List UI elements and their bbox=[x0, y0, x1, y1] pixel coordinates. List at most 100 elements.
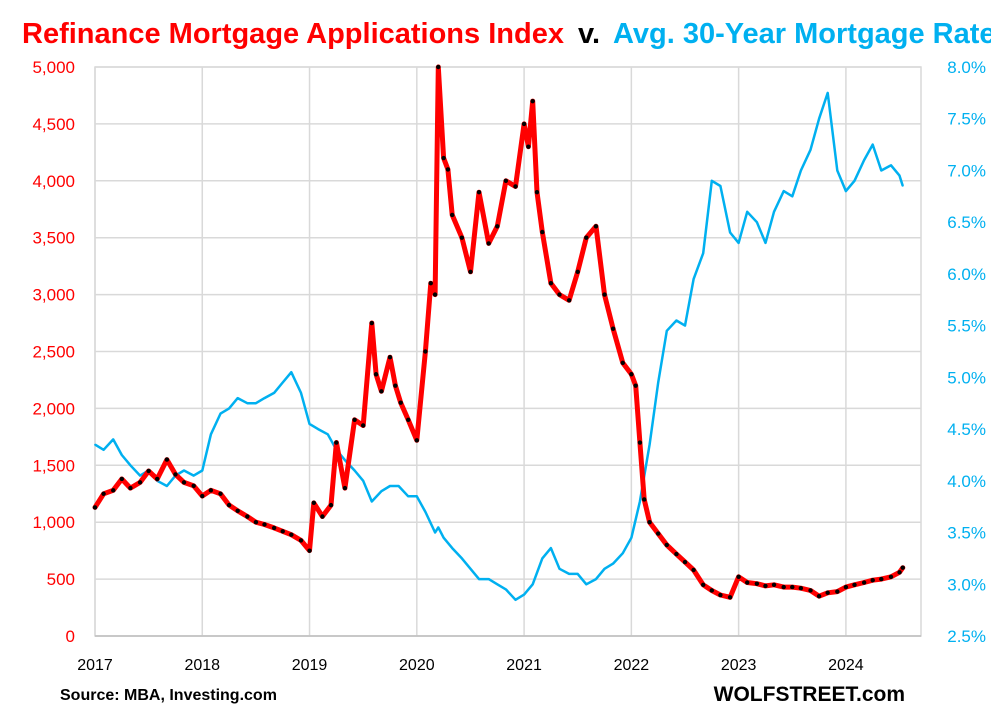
mortgage-rate-data-point bbox=[764, 242, 767, 244]
gridlines bbox=[94, 66, 921, 637]
mortgage-rate-data-point bbox=[702, 252, 705, 255]
mortgage-rate-data-point bbox=[317, 428, 319, 430]
refinance-data-point bbox=[373, 372, 379, 377]
refinance-data-point bbox=[701, 582, 706, 587]
mortgage-rate-data-point bbox=[836, 169, 839, 172]
refinance-data-point bbox=[173, 472, 178, 477]
mortgage-rate-data-point bbox=[746, 211, 749, 213]
refinance-data-point bbox=[181, 480, 187, 485]
mortgage-rate-data-point bbox=[898, 174, 901, 177]
mortgage-rate-data-point bbox=[791, 195, 794, 198]
refinance-data-point bbox=[352, 417, 357, 422]
refinance-data-point bbox=[709, 588, 715, 593]
mortgage-rate-data-point bbox=[326, 433, 329, 436]
left-tick-label: 4,500 bbox=[32, 115, 75, 134]
refinance-data-point bbox=[262, 522, 267, 527]
chart-title: Refinance Mortgage Applications Index v.… bbox=[22, 18, 991, 50]
mortgage-rate-data-point bbox=[639, 500, 641, 503]
refinance-data-point bbox=[146, 468, 151, 474]
mortgage-rate-data-point bbox=[236, 397, 239, 399]
right-tick-label: 5.0% bbox=[947, 368, 986, 387]
mortgage-rate-data-point bbox=[183, 469, 185, 472]
right-axis-ticks: 2.5% 3.0% 3.5% 4.0% 4.5% 5.0% 5.5% 6.0% 6.5% 7.0%… bbox=[947, 58, 986, 646]
mortgage-rate-data-point bbox=[362, 480, 364, 482]
refinance-data-point bbox=[888, 574, 894, 580]
mortgage-rate-data-point bbox=[675, 319, 678, 322]
mortgage-rate-data-point bbox=[273, 392, 275, 394]
refinance-data-point bbox=[566, 298, 572, 303]
refinance-data-point bbox=[763, 583, 768, 589]
mortgage-rate-data-point bbox=[228, 407, 230, 410]
mortgage-rate-data-point bbox=[380, 490, 383, 492]
refinance-data-point bbox=[468, 269, 473, 275]
refinance-data-point bbox=[771, 582, 777, 587]
mortgage-rate-data-point bbox=[407, 495, 410, 498]
refinance-data-point bbox=[119, 476, 125, 482]
refinance-data-point bbox=[620, 360, 625, 366]
refinance-data-point bbox=[900, 565, 905, 570]
mortgage-rate-data-point bbox=[558, 567, 561, 570]
mortgage-rate-data-point bbox=[290, 371, 293, 373]
refinance-data-point bbox=[393, 383, 398, 388]
chart-title-part1: Refinance Mortgage Applications Index bbox=[22, 18, 564, 50]
mortgage-rate-data-point bbox=[871, 143, 874, 146]
refinance-data-point bbox=[398, 400, 403, 405]
refinance-data-point bbox=[445, 167, 451, 172]
mortgage-rate-data-point bbox=[692, 278, 695, 280]
refinance-data-point bbox=[450, 212, 455, 218]
left-tick-label: 3,500 bbox=[32, 229, 75, 248]
right-tick-label: 7.0% bbox=[947, 161, 986, 180]
mortgage-rate-data-point bbox=[424, 511, 427, 513]
source-note: Source: MBA, Investing.com bbox=[60, 687, 277, 704]
mortgage-rate-data-point bbox=[505, 588, 507, 591]
refinance-data-point bbox=[781, 584, 786, 590]
mortgage-rate-data-point bbox=[531, 583, 534, 586]
mortgage-rate-data-point bbox=[434, 531, 436, 534]
series-line-mortgage-rate bbox=[94, 91, 904, 602]
mortgage-rate-data-point bbox=[263, 397, 266, 399]
refinance-data-point bbox=[540, 229, 545, 235]
refinance-data-point bbox=[311, 500, 317, 506]
refinance-data-point bbox=[521, 121, 527, 127]
mortgage-rate-data-point bbox=[621, 552, 624, 555]
refinance-data-point bbox=[736, 574, 741, 580]
refinance-data-point bbox=[503, 178, 509, 183]
left-tick-label: 4,000 bbox=[32, 172, 75, 191]
refinance-data-point bbox=[200, 493, 205, 499]
refinance-data-point bbox=[218, 491, 223, 496]
right-tick-label: 3.0% bbox=[947, 575, 986, 594]
brand-watermark: WOLFSTREET.com bbox=[714, 683, 905, 706]
refinance-data-point bbox=[436, 64, 441, 70]
mortgage-rate-data-point bbox=[308, 423, 311, 425]
mortgage-rate-data-point bbox=[166, 485, 168, 487]
refinance-data-point bbox=[111, 488, 116, 493]
refinance-data-point bbox=[289, 532, 294, 537]
refinance-data-point bbox=[647, 520, 652, 525]
right-tick-label: 2.5% bbox=[947, 627, 986, 646]
refinance-data-point bbox=[727, 595, 733, 600]
refinance-data-point bbox=[245, 514, 250, 519]
series-layer bbox=[92, 64, 906, 602]
left-tick-label: 0 bbox=[66, 627, 75, 646]
left-tick-label: 3,000 bbox=[32, 286, 75, 305]
mortgage-rate-data-point bbox=[568, 573, 570, 575]
mortgage-rate-data-point bbox=[416, 495, 418, 498]
refinance-data-point bbox=[513, 184, 518, 189]
mortgage-rate-data-point bbox=[665, 330, 668, 332]
mortgage-rate-data-point bbox=[255, 402, 257, 405]
refinance-data-point bbox=[691, 567, 696, 573]
refinance-data-point bbox=[879, 576, 884, 582]
mortgage-rate-data-point bbox=[94, 443, 96, 446]
refinance-data-point bbox=[334, 440, 339, 445]
refinance-data-point bbox=[414, 438, 420, 443]
right-tick-label: 4.0% bbox=[947, 472, 986, 491]
refinance-data-point bbox=[548, 281, 554, 286]
x-tick-label: 2024 bbox=[828, 657, 864, 674]
refinance-data-point bbox=[629, 372, 634, 377]
mortgage-rate-data-point bbox=[719, 185, 722, 187]
left-axis-ticks: 0 500 1,000 1,500 2,000 2,500 3,000 3,500 4,000 4… bbox=[32, 58, 75, 646]
refinance-data-point bbox=[575, 269, 580, 275]
refinance-data-point bbox=[476, 189, 482, 195]
mortgage-rate-data-point bbox=[657, 381, 659, 384]
